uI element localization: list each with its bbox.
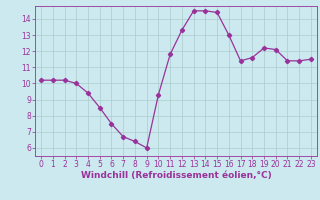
X-axis label: Windchill (Refroidissement éolien,°C): Windchill (Refroidissement éolien,°C) <box>81 171 271 180</box>
